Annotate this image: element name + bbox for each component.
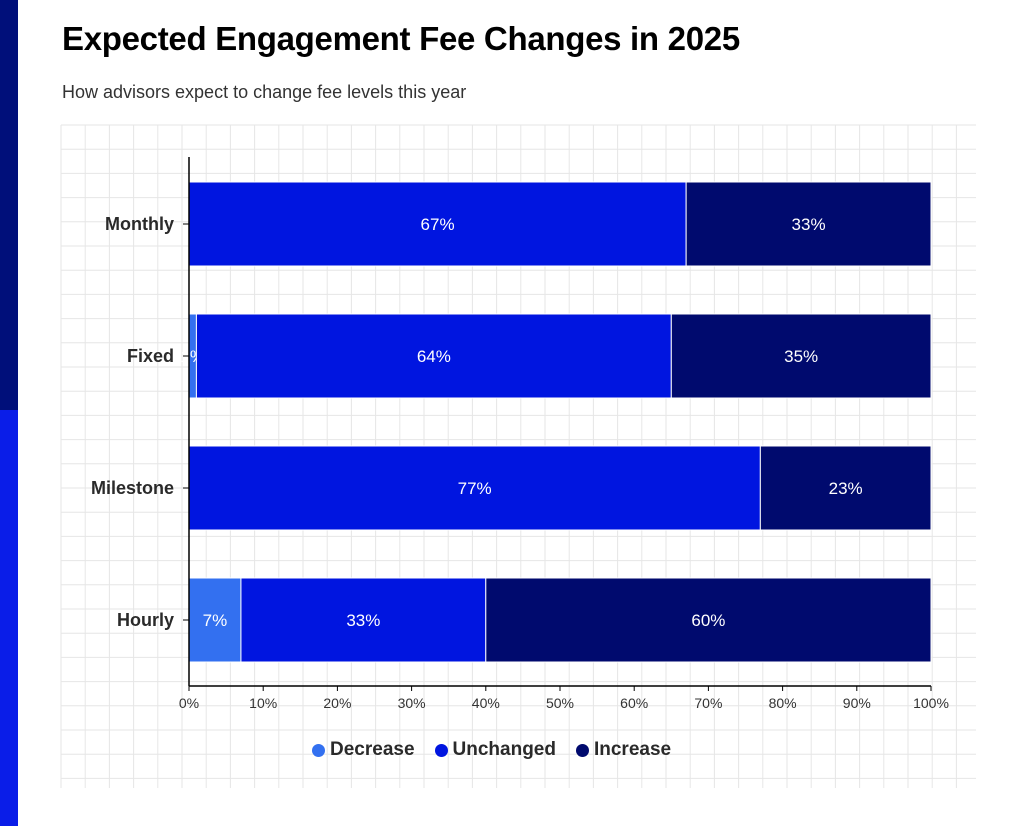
data-label: 23% [829,479,863,498]
data-label: 67% [421,215,455,234]
x-tick-label: 50% [546,695,574,711]
y-tick-label: Milestone [91,478,174,498]
bar-increase-milestone [759,445,932,531]
data-label: 33% [792,215,826,234]
x-tick-label: 60% [620,695,648,711]
accent-stripe-bottom [0,410,18,826]
x-tick-label: 90% [843,695,871,711]
bar-unchanged-monthly [188,181,687,267]
chart-legend: Decrease Unchanged Increase [312,739,671,761]
data-label: 35% [784,347,818,366]
y-tick-label: Fixed [127,346,174,366]
legend-item-unchanged: Unchanged [434,739,556,761]
bar-unchanged-milestone [188,445,761,531]
legend-swatch [312,743,325,757]
legend-swatch [575,743,589,757]
accent-stripe-top [0,0,18,410]
x-tick-label: 70% [694,695,722,711]
legend-label: Unchanged [452,739,556,760]
x-tick-label: 30% [398,695,426,711]
data-label: 64% [417,347,451,366]
data-label: 7% [203,611,228,630]
x-tick-label: 0% [179,695,199,711]
chart-subtitle: How advisors expect to change fee levels… [62,82,467,102]
legend-item-increase: Increase [575,739,672,761]
legend-item-decrease: Decrease [312,739,415,761]
bar-unchanged-hourly [240,577,487,663]
x-tick-label: 40% [472,695,500,711]
x-tick-label: 80% [769,695,797,711]
legend-label: Increase [593,739,672,760]
x-tick-label: 100% [913,695,949,711]
y-tick-label: Monthly [105,214,174,234]
bar-increase-fixed [670,313,932,399]
legend-label: Decrease [330,739,415,760]
data-label: 77% [458,479,492,498]
bar-increase-hourly [485,577,932,663]
data-label: 60% [691,611,725,630]
data-label: 33% [346,611,380,630]
bar-unchanged-fixed [195,313,672,399]
bar-increase-monthly [685,181,932,267]
x-tick-label: 10% [249,695,277,711]
y-tick-label: Hourly [117,610,174,630]
x-tick-label: 20% [323,695,351,711]
legend-swatch [434,743,448,757]
chart-title: Expected Engagement Fee Changes in 2025 [62,20,740,57]
